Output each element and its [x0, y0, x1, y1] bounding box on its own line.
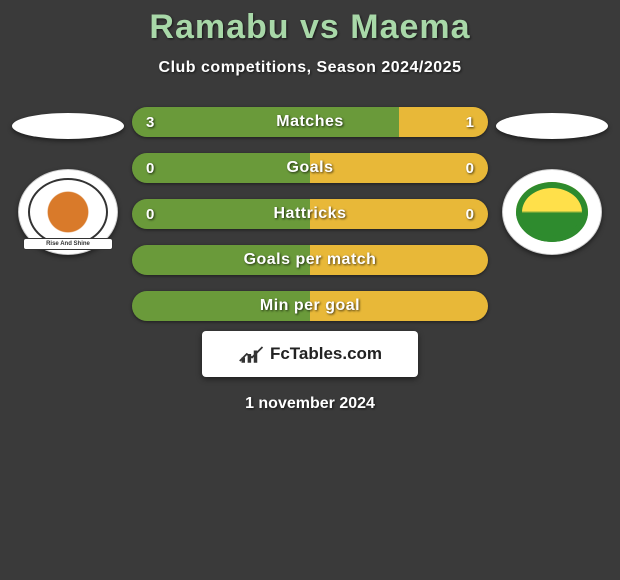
stat-values	[132, 245, 488, 275]
stat-values	[132, 291, 488, 321]
stat-left-value: 3	[146, 114, 154, 131]
subtitle: Club competitions, Season 2024/2025	[0, 59, 620, 77]
stat-row: Min per goal	[132, 291, 488, 321]
crest-banner: Rise And Shine	[23, 238, 113, 250]
stats-column: Matches31Goals00Hattricks00Goals per mat…	[128, 107, 492, 321]
stat-left-value: 0	[146, 160, 154, 177]
page-title: Ramabu vs Maema	[0, 8, 620, 47]
right-side	[492, 107, 612, 255]
stat-values: 31	[132, 107, 488, 137]
left-side: Rise And Shine	[8, 107, 128, 255]
stat-values: 00	[132, 153, 488, 183]
comparison-layout: Rise And Shine Matches31Goals00Hattricks…	[0, 107, 620, 321]
date-label: 1 november 2024	[0, 395, 620, 413]
stat-right-value: 0	[466, 206, 474, 223]
stat-right-value: 1	[466, 114, 474, 131]
brand-logo: FcTables.com	[202, 331, 418, 377]
stat-right-value: 0	[466, 160, 474, 177]
stat-values: 00	[132, 199, 488, 229]
stat-row: Hattricks00	[132, 199, 488, 229]
stat-row: Goals00	[132, 153, 488, 183]
left-flag-icon	[12, 113, 124, 139]
right-club-crest-icon	[502, 169, 602, 255]
stat-row: Matches31	[132, 107, 488, 137]
stat-left-value: 0	[146, 206, 154, 223]
right-flag-icon	[496, 113, 608, 139]
stat-row: Goals per match	[132, 245, 488, 275]
brand-text: FcTables.com	[270, 344, 382, 364]
left-club-crest-icon: Rise And Shine	[18, 169, 118, 255]
chart-icon	[238, 343, 266, 365]
